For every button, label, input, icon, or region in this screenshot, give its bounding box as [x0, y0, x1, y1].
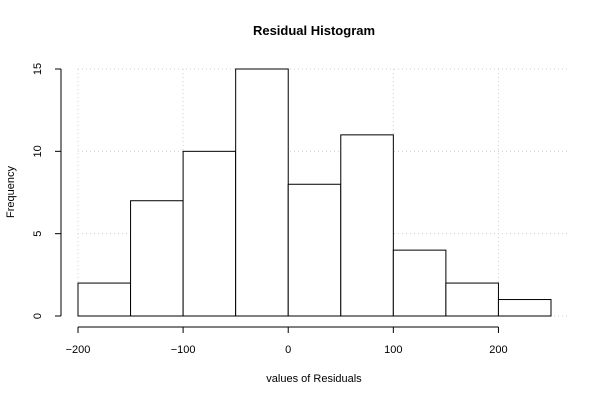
histogram-bar-6: [392, 249, 447, 317]
histogram-bar-2: [182, 150, 237, 317]
x-tick-label: 100: [384, 344, 402, 356]
x-tick-label: −200: [66, 344, 91, 356]
y-tick-label: 15: [32, 63, 44, 75]
y-axis: 0 5 10 15: [32, 63, 62, 319]
y-tick-label: 10: [32, 145, 44, 157]
histogram-bar-8: [497, 299, 552, 317]
histogram-bar-5: [340, 134, 394, 317]
y-tick-label: 5: [32, 231, 44, 237]
y-tick-label: 0: [32, 313, 44, 319]
x-tick-label: 200: [489, 344, 507, 356]
histogram-bar-1: [130, 200, 184, 317]
histogram-bar-7: [445, 282, 499, 317]
x-axis-label: values of Residuals: [266, 373, 362, 385]
x-tick-label: 0: [285, 344, 291, 356]
histogram-bar-4: [287, 183, 342, 317]
bars: [77, 68, 552, 317]
histogram-bar-3: [235, 68, 289, 317]
y-axis-label: Frequency: [5, 166, 17, 218]
x-axis: −200 −100 0 100 200: [66, 326, 508, 356]
histogram-bar-0: [77, 282, 132, 317]
x-tick-label: −100: [171, 344, 196, 356]
chart-title: Residual Histogram: [253, 23, 375, 38]
